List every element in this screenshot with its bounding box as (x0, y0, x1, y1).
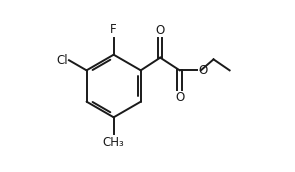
Text: O: O (155, 24, 165, 37)
Text: O: O (175, 91, 184, 104)
Text: O: O (199, 64, 208, 77)
Text: F: F (110, 23, 117, 36)
Text: Cl: Cl (56, 54, 68, 67)
Text: CH₃: CH₃ (103, 136, 124, 149)
